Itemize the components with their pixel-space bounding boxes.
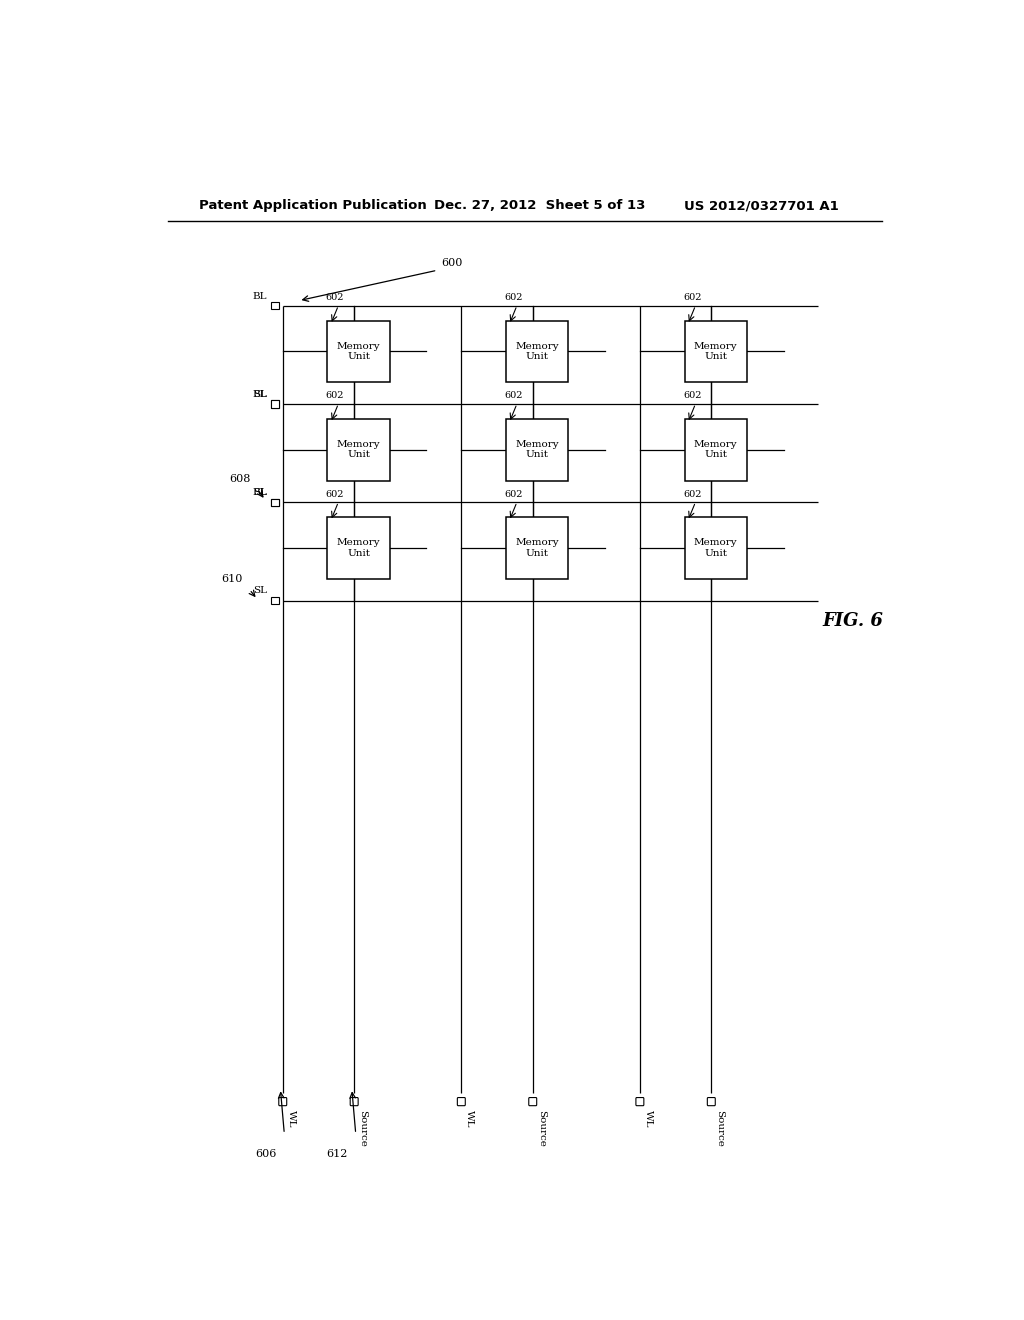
- Text: Memory
Unit: Memory Unit: [337, 539, 381, 557]
- Text: BL: BL: [252, 488, 267, 498]
- FancyBboxPatch shape: [279, 1097, 287, 1106]
- Text: Memory
Unit: Memory Unit: [515, 539, 559, 557]
- Text: Memory
Unit: Memory Unit: [694, 539, 737, 557]
- Text: 602: 602: [326, 392, 344, 400]
- Bar: [328, 321, 390, 383]
- Bar: [270, 302, 279, 309]
- Text: Dec. 27, 2012  Sheet 5 of 13: Dec. 27, 2012 Sheet 5 of 13: [433, 199, 645, 213]
- Text: WL: WL: [644, 1110, 653, 1127]
- Text: SL: SL: [253, 586, 267, 595]
- Bar: [328, 418, 390, 480]
- Text: 602: 602: [683, 392, 701, 400]
- Text: 602: 602: [505, 392, 523, 400]
- Text: Memory
Unit: Memory Unit: [515, 440, 559, 459]
- Text: 600: 600: [441, 259, 463, 268]
- Text: Patent Application Publication: Patent Application Publication: [200, 199, 427, 213]
- FancyBboxPatch shape: [350, 1097, 358, 1106]
- Text: Memory
Unit: Memory Unit: [515, 342, 559, 362]
- Text: Memory
Unit: Memory Unit: [694, 342, 737, 362]
- Bar: [684, 517, 748, 579]
- Text: 602: 602: [505, 293, 523, 302]
- Bar: [506, 321, 568, 383]
- FancyBboxPatch shape: [528, 1097, 537, 1106]
- FancyBboxPatch shape: [636, 1097, 644, 1106]
- Bar: [328, 517, 390, 579]
- Text: 602: 602: [683, 490, 701, 499]
- Text: Source: Source: [537, 1110, 546, 1147]
- Bar: [506, 517, 568, 579]
- Bar: [270, 499, 279, 506]
- Text: FIG. 6: FIG. 6: [822, 612, 884, 630]
- Text: 602: 602: [505, 490, 523, 499]
- FancyBboxPatch shape: [708, 1097, 715, 1106]
- Text: 602: 602: [683, 293, 701, 302]
- Text: 606: 606: [255, 1150, 276, 1159]
- Text: Memory
Unit: Memory Unit: [694, 440, 737, 459]
- Text: 602: 602: [326, 490, 344, 499]
- Bar: [270, 499, 279, 506]
- Text: WL: WL: [465, 1110, 474, 1127]
- Text: 610: 610: [222, 574, 243, 585]
- Text: SL: SL: [253, 389, 267, 399]
- Text: 612: 612: [327, 1150, 348, 1159]
- Text: BL: BL: [252, 292, 267, 301]
- Text: Source: Source: [715, 1110, 724, 1147]
- Text: 602: 602: [326, 293, 344, 302]
- Bar: [270, 400, 279, 408]
- Text: WL: WL: [287, 1110, 296, 1127]
- Bar: [270, 597, 279, 605]
- Text: Source: Source: [358, 1110, 368, 1147]
- Bar: [684, 418, 748, 480]
- Bar: [684, 321, 748, 383]
- Bar: [506, 418, 568, 480]
- Text: Memory
Unit: Memory Unit: [337, 440, 381, 459]
- Text: Memory
Unit: Memory Unit: [337, 342, 381, 362]
- Bar: [270, 400, 279, 408]
- Text: BL: BL: [252, 389, 267, 399]
- FancyBboxPatch shape: [458, 1097, 465, 1106]
- Text: SL: SL: [253, 488, 267, 498]
- Text: 608: 608: [229, 474, 251, 484]
- Text: US 2012/0327701 A1: US 2012/0327701 A1: [684, 199, 839, 213]
